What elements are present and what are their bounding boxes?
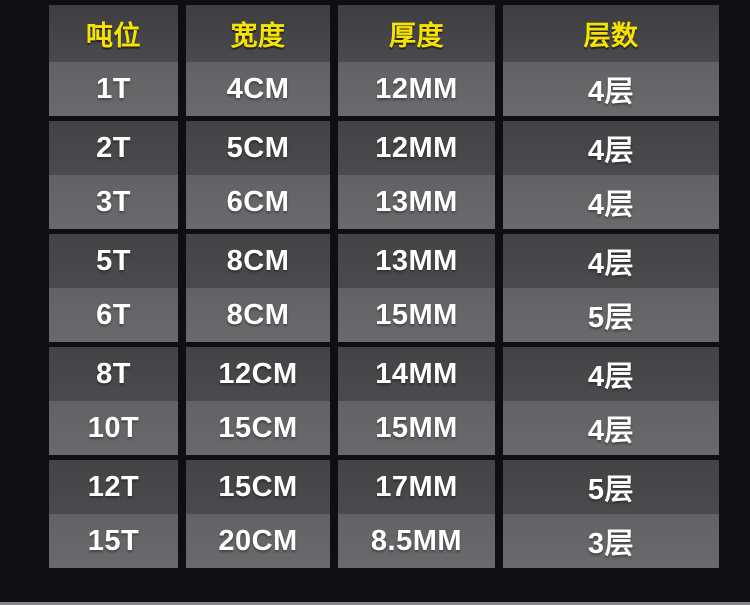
cell-layers: 4层 [503, 175, 719, 229]
cell-width: 12CM [186, 347, 330, 401]
cell-width: 8CM [186, 234, 330, 288]
cell-tonnage: 15T [49, 514, 178, 568]
cell-thickness: 8.5MM [338, 514, 495, 568]
cell-thickness: 15MM [338, 401, 495, 455]
spec-table: 吨位 宽度 厚度 层数 1T 4CM 12MM 4层 2T 5CM 12MM 4… [49, 5, 719, 568]
cell-tonnage: 2T [49, 121, 178, 175]
table-row: 10T 15CM 15MM 4层 [49, 401, 719, 455]
cell-layers: 5层 [503, 288, 719, 342]
cell-layers: 4层 [503, 121, 719, 175]
cell-layers: 4层 [503, 347, 719, 401]
cell-thickness: 12MM [338, 62, 495, 116]
cell-width: 5CM [186, 121, 330, 175]
cell-layers: 4层 [503, 401, 719, 455]
cell-layers: 4层 [503, 62, 719, 116]
table-row: 3T 6CM 13MM 4层 [49, 175, 719, 229]
cell-width: 15CM [186, 460, 330, 514]
cell-tonnage: 3T [49, 175, 178, 229]
table-row: 1T 4CM 12MM 4层 [49, 62, 719, 116]
cell-thickness: 14MM [338, 347, 495, 401]
cell-tonnage: 1T [49, 62, 178, 116]
header-cell-thickness: 厚度 [338, 5, 495, 62]
cell-tonnage: 10T [49, 401, 178, 455]
cell-tonnage: 12T [49, 460, 178, 514]
cell-width: 20CM [186, 514, 330, 568]
cell-thickness: 13MM [338, 234, 495, 288]
cell-width: 4CM [186, 62, 330, 116]
cell-width: 8CM [186, 288, 330, 342]
cell-thickness: 13MM [338, 175, 495, 229]
bottom-divider-line [0, 602, 750, 605]
cell-layers: 4层 [503, 234, 719, 288]
header-cell-width: 宽度 [186, 5, 330, 62]
table-header-row: 吨位 宽度 厚度 层数 [49, 5, 719, 62]
table-row: 15T 20CM 8.5MM 3层 [49, 514, 719, 568]
table-row: 6T 8CM 15MM 5层 [49, 288, 719, 342]
cell-layers: 5层 [503, 460, 719, 514]
table-row: 12T 15CM 17MM 5层 [49, 460, 719, 514]
header-cell-layers: 层数 [503, 5, 719, 62]
cell-tonnage: 5T [49, 234, 178, 288]
table-row: 8T 12CM 14MM 4层 [49, 347, 719, 401]
table-row: 2T 5CM 12MM 4层 [49, 121, 719, 175]
cell-thickness: 15MM [338, 288, 495, 342]
cell-width: 6CM [186, 175, 330, 229]
cell-thickness: 12MM [338, 121, 495, 175]
cell-width: 15CM [186, 401, 330, 455]
cell-tonnage: 8T [49, 347, 178, 401]
table-row: 5T 8CM 13MM 4层 [49, 234, 719, 288]
cell-tonnage: 6T [49, 288, 178, 342]
cell-layers: 3层 [503, 514, 719, 568]
cell-thickness: 17MM [338, 460, 495, 514]
header-cell-tonnage: 吨位 [49, 5, 178, 62]
